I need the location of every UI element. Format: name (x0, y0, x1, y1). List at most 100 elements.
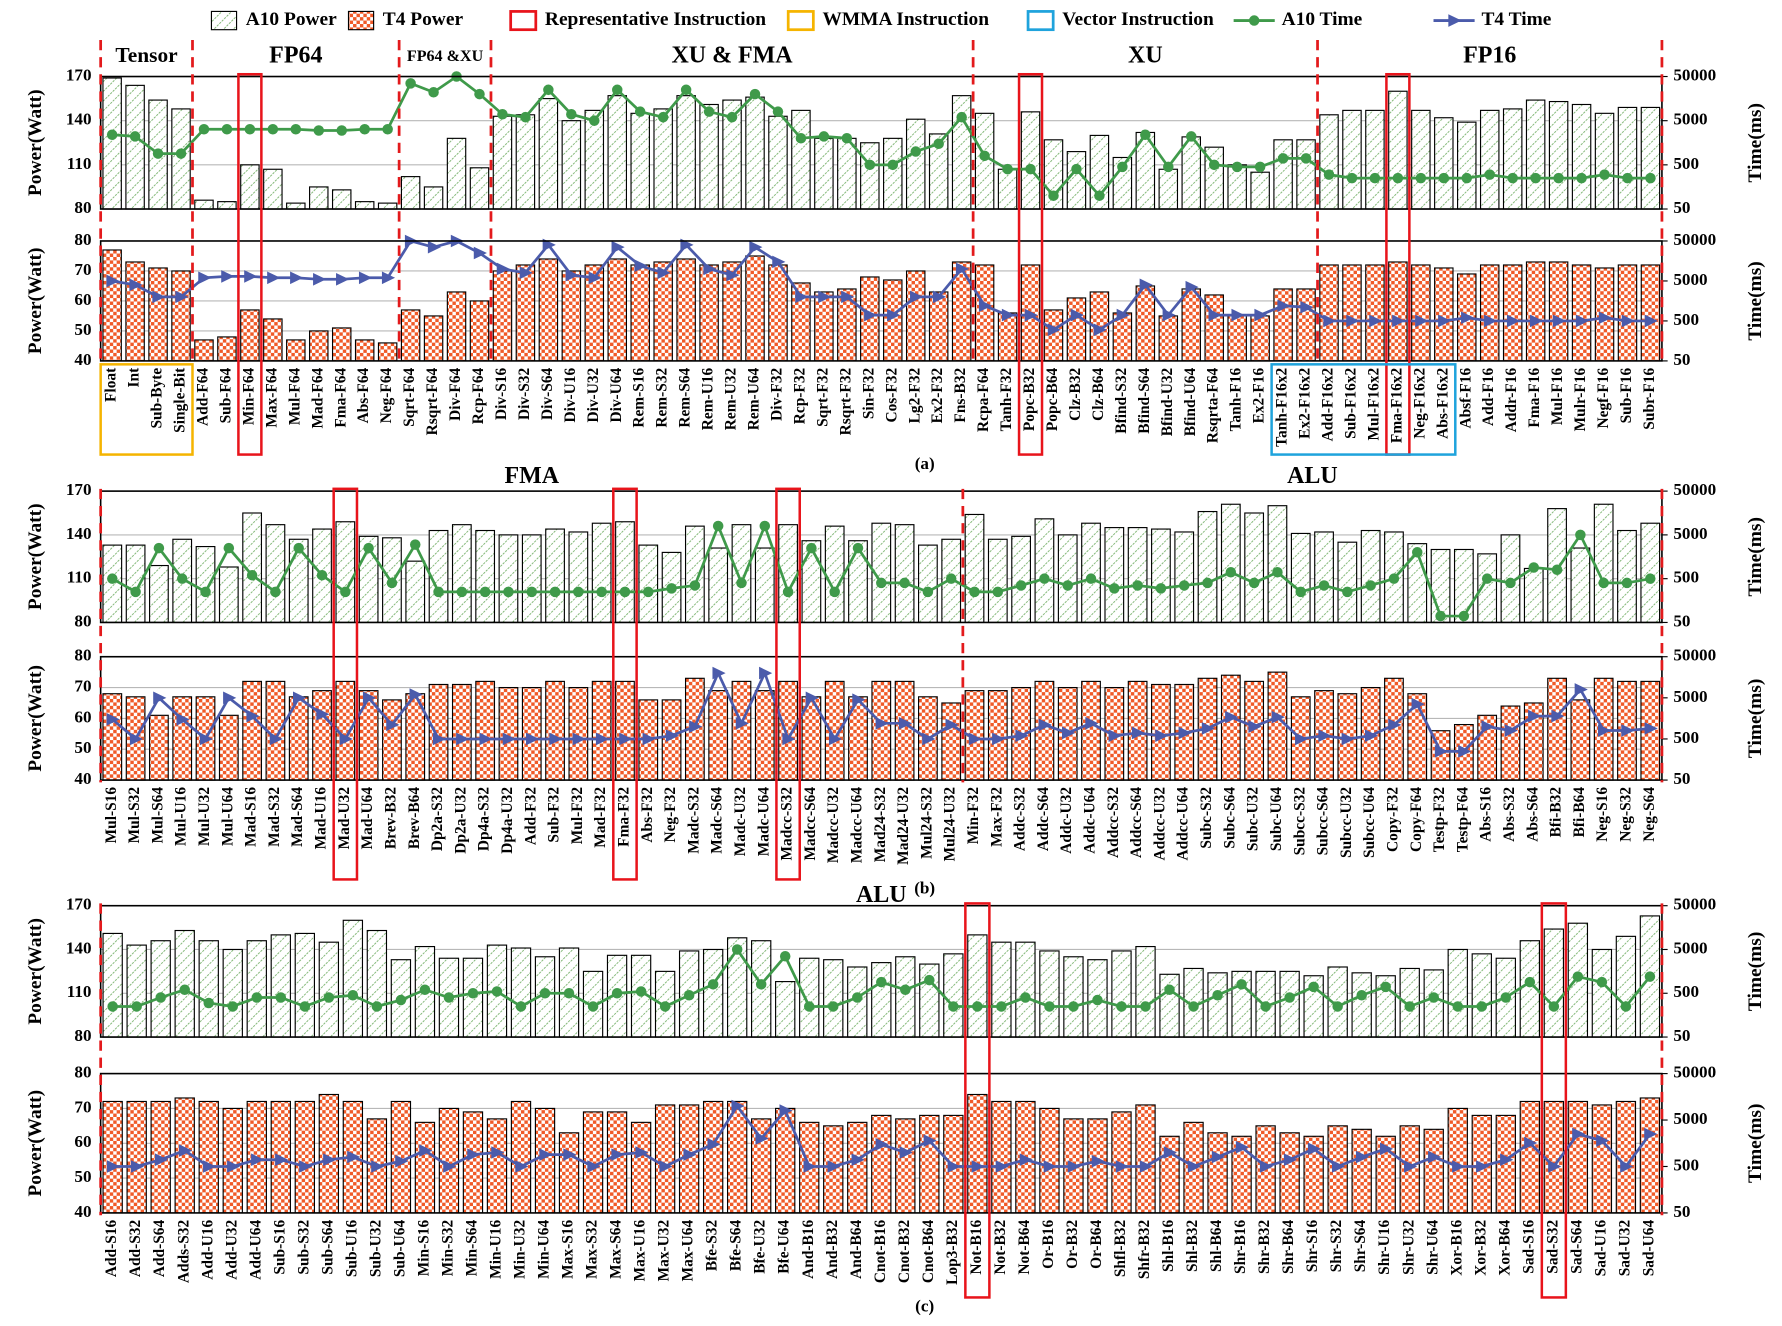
line-marker (588, 271, 602, 285)
x-tick-label: Mul-U32 (196, 787, 213, 846)
bar (967, 1093, 988, 1214)
x-tick-label: Div-U64 (608, 367, 625, 422)
bar (246, 940, 267, 1038)
line-marker (1231, 308, 1245, 322)
bar (218, 714, 239, 781)
y2-tick-label: 5000 (1673, 938, 1707, 957)
y-tick-label: 60 (74, 707, 91, 726)
line-marker (152, 290, 166, 304)
line-marker (1500, 1153, 1514, 1166)
x-tick-label: Shr-B32 (1256, 1219, 1273, 1274)
line-marker (851, 1153, 865, 1166)
legend-swatch (1026, 10, 1055, 32)
line-marker (549, 732, 563, 746)
bar (1365, 109, 1385, 210)
bar (607, 95, 628, 210)
line-marker (1185, 131, 1197, 142)
line-marker (948, 1001, 959, 1012)
bar (661, 699, 682, 781)
line-marker (323, 1153, 337, 1166)
x-tick-label: Abs-S32 (1501, 787, 1518, 842)
line-marker (152, 148, 164, 159)
bar (1447, 1107, 1468, 1214)
bar (172, 696, 193, 781)
line-marker (107, 573, 118, 584)
x-tick-label: Dp4a-U32 (499, 787, 516, 854)
line-marker (635, 986, 647, 997)
line-marker (900, 984, 911, 996)
bar (217, 336, 237, 362)
line-marker (803, 1160, 817, 1173)
bar (498, 534, 519, 624)
bar (492, 270, 513, 362)
x-tick-label: Mul-S32 (126, 787, 143, 844)
y-tick-label: 140 (66, 524, 92, 543)
line-marker (467, 1148, 481, 1161)
x-tick-label: Subcc-U64 (1361, 787, 1378, 858)
y-tick-label: 80 (74, 230, 91, 249)
x-tick-label: Bfind-S64 (1136, 367, 1153, 433)
line-marker (887, 159, 899, 171)
y2-tick-label: 500 (1673, 154, 1699, 173)
x-tick-label: Ex2-F16x2 (1297, 367, 1314, 438)
y-tick-label: 80 (74, 1026, 91, 1045)
line-marker (922, 586, 934, 598)
bar (1081, 680, 1101, 781)
bar (814, 291, 834, 362)
bar (883, 137, 903, 210)
bar (871, 1114, 892, 1214)
bar (1111, 1111, 1132, 1214)
bar (198, 1100, 219, 1214)
line-marker (409, 539, 421, 550)
x-tick-label: Max-S64 (608, 1219, 625, 1278)
bar (1087, 1118, 1108, 1214)
line-marker (1392, 172, 1404, 184)
bar (377, 202, 398, 210)
panel-label: (a) (915, 454, 935, 473)
x-tick-label: Fma-F32 (615, 787, 632, 847)
section-label: XU (1128, 43, 1163, 69)
line-marker (153, 542, 165, 554)
line-marker (703, 106, 715, 117)
bar (1127, 527, 1148, 624)
line-marker (923, 1134, 937, 1147)
x-tick-label: Div-F64 (447, 367, 464, 420)
line-marker (176, 573, 188, 584)
bar (653, 108, 673, 210)
line-marker (347, 990, 359, 1001)
bar (918, 544, 938, 624)
bar (486, 1118, 508, 1214)
line-marker (293, 542, 304, 554)
x-tick-label: Fns-B32 (952, 367, 969, 422)
y2-tick-label: 500 (1673, 982, 1699, 1001)
bar (591, 680, 612, 781)
bar (423, 315, 444, 362)
x-tick-label: Lop3-B32 (944, 1220, 961, 1285)
bar (1066, 151, 1087, 210)
x-tick-label: Not-B64 (1016, 1219, 1033, 1274)
line-marker (1277, 153, 1289, 164)
line-marker (659, 1160, 673, 1173)
line-marker (107, 1001, 118, 1012)
y2-tick-label: 500 (1673, 728, 1699, 747)
highlight-box (237, 72, 263, 456)
x-tick-label: Sub-S32 (295, 1219, 312, 1274)
bar (1342, 264, 1362, 362)
line-marker (1044, 1001, 1055, 1012)
x-tick-label: Sad-S64 (1568, 1219, 1585, 1273)
x-tick-label: Fma-F64 (332, 367, 349, 427)
line-marker (503, 586, 514, 598)
bar (1548, 100, 1569, 210)
line-marker (1484, 169, 1495, 180)
x-tick-label: Mul24-S32 (918, 787, 935, 859)
bar (126, 944, 147, 1038)
line-marker (244, 270, 258, 283)
y2-tick-label: 50 (1673, 1026, 1690, 1045)
line-marker (1507, 172, 1518, 184)
bar (967, 934, 988, 1038)
x-tick-label: Mul-F32 (569, 787, 586, 845)
y2-axis-title: Time(ms) (1745, 679, 1766, 758)
line-marker (1139, 278, 1153, 292)
line-marker (611, 240, 625, 254)
line-marker (419, 1144, 433, 1157)
